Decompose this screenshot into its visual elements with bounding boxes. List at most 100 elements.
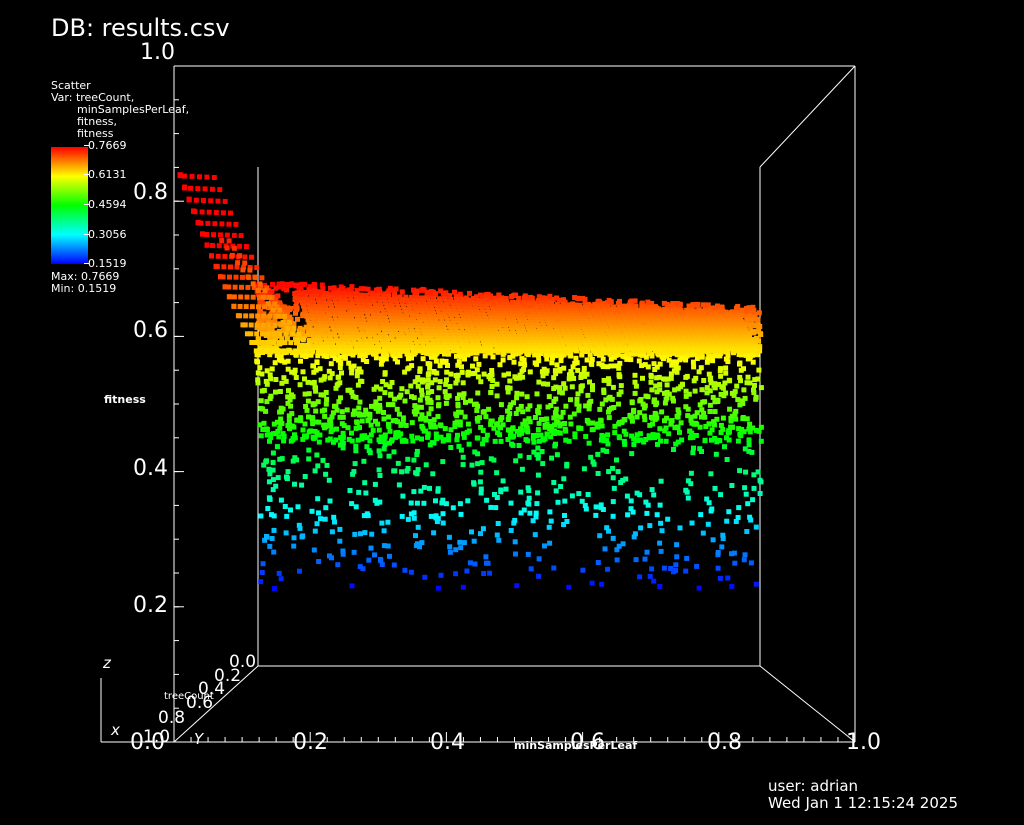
scatter-point [524,394,530,400]
scatter-point [361,513,367,519]
scatter-point [270,281,275,287]
scatter-point [435,323,441,329]
scatter-point [583,303,588,309]
scatter-point [610,475,616,481]
scatter-point [706,500,712,506]
scatter-point [554,295,559,301]
scatter-point [489,368,495,373]
scatter-point [496,292,502,298]
scatter-point [727,406,733,412]
scatter-point [444,377,449,383]
scatter-point [408,383,414,389]
scatter-point [586,324,592,330]
scatter-point [627,330,633,336]
scatter-point [411,489,417,495]
scatter-point [298,285,304,290]
scatter-point [552,422,558,428]
scatter-point [561,381,567,387]
scatter-point [720,426,726,432]
scatter-point [633,330,639,336]
scatter-point [424,307,430,313]
scatter-point [532,352,538,358]
scatter-point [349,315,355,321]
scatter-point [504,328,510,333]
scatter-point [608,356,614,362]
scatter-point [550,355,555,361]
scatter-point [755,376,761,382]
scatter-point [425,372,431,378]
scatter-point [699,414,704,420]
scatter-point [675,439,681,445]
scatter-point [600,356,606,362]
scatter-point [615,300,621,306]
scatter-point [562,513,567,518]
scatter-point [456,409,461,415]
scatter-point [750,497,756,503]
scatter-point [683,374,689,380]
scatter-point [587,313,593,319]
scatter-point [700,530,706,536]
scatter-point [475,309,481,315]
scatter-point [671,368,677,374]
scatter-point [326,477,332,483]
scatter-point [347,325,353,330]
scatter-point [536,379,542,385]
scatter-point [420,286,426,292]
scatter-point [375,421,381,427]
scatter-point [581,313,587,319]
scatter-point [452,424,458,429]
scatter-point [706,350,712,356]
scatter-point [485,307,491,313]
scatter-point [356,489,362,495]
scatter-point [354,373,360,379]
scatter-point [394,300,400,306]
scatter-point [254,358,260,364]
scatter-point [526,328,532,334]
scatter-point [543,328,549,334]
scatter-point [316,439,322,445]
scatter-point [316,419,322,425]
scatter-point [478,424,484,430]
scatter-point [288,326,294,331]
scatter-point [746,426,752,432]
scatter-point [357,564,363,570]
scatter-point [307,307,313,313]
scatter-point [295,417,301,423]
scatter-point [273,430,279,436]
scatter-point [354,305,360,311]
scatter-point [455,362,461,368]
scatter-point [644,330,650,336]
scatter-point [561,365,567,371]
scatter-point [417,544,422,550]
scatter-point [523,423,529,429]
scatter-point [557,389,563,395]
scatter-point [668,371,674,377]
scatter-point [503,310,509,316]
scatter-point [330,307,336,313]
scatter-point [497,362,503,368]
scatter-point [383,356,389,362]
scatter-point [435,395,441,401]
scatter-point [515,314,521,319]
scatter-point [311,436,317,441]
scatter-point [474,367,480,373]
scatter-point [481,298,487,304]
scatter-point [320,294,326,300]
scatter-point [378,558,384,564]
scatter-point [534,391,540,397]
scatter-point [391,562,397,568]
scatter-point [427,365,433,371]
scatter-point [535,445,541,451]
scatter-point [740,401,746,406]
scatter-point [273,285,279,291]
scatter-point [479,307,485,312]
scatter-point [271,549,277,555]
scatter-point [654,389,660,395]
scatter-point [745,310,750,316]
scatter-point [692,413,698,419]
scatter-point [549,455,555,461]
scatter-point [339,370,344,376]
scatter-point [552,410,558,416]
